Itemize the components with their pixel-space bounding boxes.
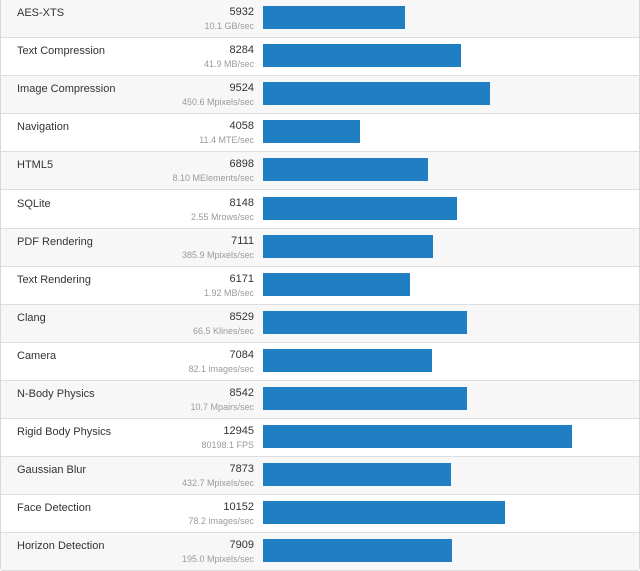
benchmark-score: 10152	[223, 501, 254, 514]
benchmark-score: 5932	[229, 6, 254, 18]
benchmark-throughput: 66.5 Klines/sec	[192, 325, 254, 336]
score-bar	[263, 310, 467, 334]
score-bar	[263, 158, 428, 182]
benchmark-name: Navigation	[17, 121, 69, 134]
score-bar	[263, 501, 505, 525]
benchmark-row: Navigation 4058 11.4 MTE/sec	[1, 114, 639, 153]
benchmark-row: SQLite 8148 2.55 Mrows/sec	[1, 190, 639, 229]
benchmark-throughput: 450.6 Mpixels/sec	[181, 97, 254, 108]
benchmark-name: Rigid Body Physics	[17, 426, 112, 439]
benchmark-score: 8542	[229, 387, 254, 399]
benchmark-score: 7084	[229, 348, 254, 361]
benchmark-row: Image Compression 9524 450.6 Mpixels/sec	[1, 76, 639, 115]
benchmark-score: 7873	[229, 463, 254, 476]
benchmark-row: Text Compression 8284 41.9 MB/sec	[1, 38, 639, 77]
benchmark-score: 6898	[229, 158, 254, 171]
benchmark-throughput: 78.2 images/sec	[188, 516, 254, 527]
benchmark-score: 12945	[223, 425, 254, 438]
benchmark-row: Camera 7084 82.1 images/sec	[1, 342, 639, 381]
benchmark-score: 4058	[229, 120, 254, 133]
benchmark-score: 8529	[229, 310, 254, 323]
benchmark-row: N-Body Physics 8542 10.7 Mpairs/sec	[1, 381, 639, 419]
benchmark-row: Text Rendering 6171 1.92 MB/sec	[1, 266, 639, 305]
score-bar	[263, 82, 490, 106]
benchmark-throughput: 10.1 GB/sec	[204, 21, 254, 31]
benchmark-name: AES-XTS	[17, 7, 65, 19]
benchmark-throughput: 11.4 MTE/sec	[199, 135, 254, 146]
benchmark-row: AES-XTS 5932 10.1 GB/sec	[1, 0, 639, 38]
benchmark-score: 7909	[229, 539, 254, 552]
benchmark-score: 9524	[229, 82, 254, 95]
benchmark-throughput: 385.9 Mpixels/sec	[181, 249, 254, 260]
benchmark-name: Face Detection	[17, 502, 91, 515]
score-bar	[263, 6, 405, 29]
benchmark-row: Rigid Body Physics 12945 80198.1 FPS	[1, 419, 639, 458]
score-bar	[263, 425, 572, 449]
benchmark-name: Camera	[17, 349, 57, 362]
benchmark-throughput: 80198.1 FPS	[201, 440, 254, 451]
score-bar	[263, 234, 433, 258]
score-bar	[263, 463, 451, 487]
score-bar	[263, 348, 432, 372]
benchmark-score: 6171	[229, 272, 254, 285]
benchmark-name: Image Compression	[17, 83, 116, 96]
benchmark-row: Horizon Detection 7909 195.0 Mpixels/sec	[1, 533, 639, 571]
benchmark-name: SQLite	[17, 197, 51, 210]
score-bar	[263, 539, 452, 563]
score-bar	[263, 196, 457, 220]
benchmark-name: N-Body Physics	[17, 388, 95, 400]
score-bar	[263, 387, 467, 410]
benchmark-name: Text Rendering	[17, 273, 91, 286]
benchmark-name: Horizon Detection	[17, 540, 105, 553]
benchmark-throughput: 41.9 MB/sec	[203, 59, 254, 70]
benchmark-throughput: 8.10 MElements/sec	[172, 173, 254, 184]
benchmark-name: Text Compression	[17, 45, 106, 58]
benchmark-throughput: 82.1 images/sec	[188, 363, 254, 374]
benchmark-throughput: 195.0 Mpixels/sec	[181, 554, 254, 565]
benchmark-score: 8284	[229, 44, 254, 57]
benchmark-score: 8148	[229, 196, 254, 209]
score-bar	[263, 272, 410, 296]
benchmark-row: PDF Rendering 7111 385.9 Mpixels/sec	[1, 228, 639, 267]
benchmark-row: Clang 8529 66.5 Klines/sec	[1, 304, 639, 343]
benchmark-row: Gaussian Blur 7873 432.7 Mpixels/sec	[1, 457, 639, 496]
benchmark-name: Clang	[17, 311, 46, 324]
benchmark-score: 7111	[231, 234, 254, 247]
benchmark-name: Gaussian Blur	[17, 464, 87, 477]
benchmark-name: HTML5	[17, 159, 54, 172]
benchmark-throughput: 10.7 Mpairs/sec	[190, 402, 254, 412]
benchmark-throughput: 432.7 Mpixels/sec	[181, 478, 254, 489]
benchmark-row: HTML5 6898 8.10 MElements/sec	[1, 152, 639, 191]
score-bar	[263, 44, 461, 68]
benchmark-name: PDF Rendering	[17, 235, 93, 248]
benchmark-throughput: 1.92 MB/sec	[203, 287, 254, 298]
benchmark-row: Face Detection 10152 78.2 images/sec	[1, 495, 639, 534]
score-bar	[263, 120, 360, 144]
benchmark-throughput: 2.55 Mrows/sec	[190, 211, 254, 222]
